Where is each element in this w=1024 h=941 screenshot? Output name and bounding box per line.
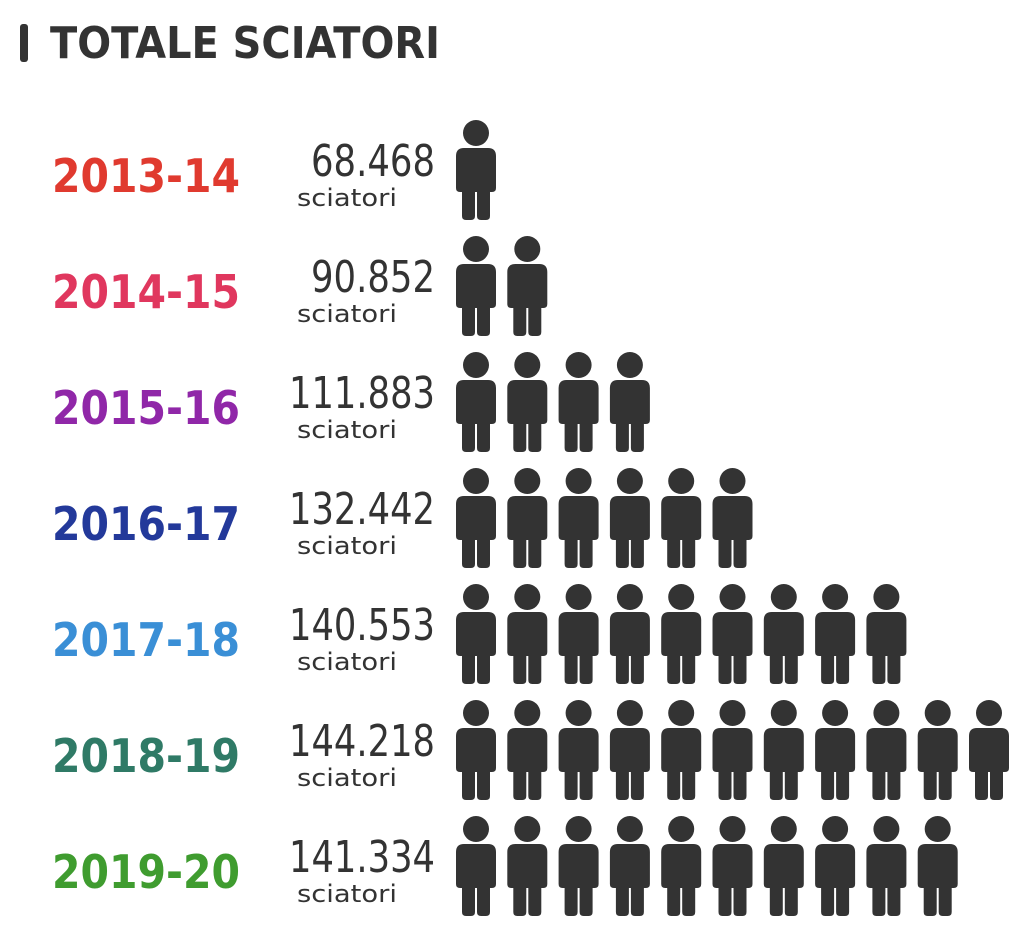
person-icon bbox=[456, 468, 496, 568]
person-icon bbox=[558, 584, 599, 684]
person-icon bbox=[558, 352, 599, 452]
person-icon bbox=[917, 700, 958, 800]
person-icon bbox=[661, 584, 702, 684]
year-label: 2017-18 bbox=[52, 613, 240, 667]
person-icon bbox=[661, 816, 702, 916]
person-icon bbox=[661, 700, 702, 800]
person-icon bbox=[456, 236, 496, 336]
person-icon bbox=[712, 584, 753, 684]
unit-label: sciatori bbox=[297, 300, 397, 328]
year-label: 2015-16 bbox=[52, 381, 240, 435]
person-icon bbox=[507, 468, 548, 568]
person-icon bbox=[712, 700, 753, 800]
value-label: 141.334 bbox=[289, 832, 435, 883]
person-icon bbox=[712, 816, 753, 916]
person-icon bbox=[507, 352, 548, 452]
value-label: 90.852 bbox=[311, 252, 435, 303]
person-icon bbox=[609, 468, 650, 568]
person-icon bbox=[866, 816, 907, 916]
year-label: 2016-17 bbox=[52, 497, 240, 551]
person-icon bbox=[507, 584, 548, 684]
person-icon bbox=[815, 816, 856, 916]
unit-label: sciatori bbox=[297, 532, 397, 560]
year-label: 2013-14 bbox=[52, 149, 240, 203]
person-icon bbox=[456, 700, 496, 800]
person-icon bbox=[609, 700, 650, 800]
person-icon bbox=[712, 468, 753, 568]
person-icon bbox=[456, 816, 496, 916]
unit-label: sciatori bbox=[297, 648, 397, 676]
person-icon bbox=[507, 700, 548, 800]
value-label: 144.218 bbox=[289, 716, 435, 767]
person-icon bbox=[609, 352, 650, 452]
person-icon bbox=[558, 816, 599, 916]
unit-label: sciatori bbox=[297, 880, 397, 908]
value-label: 140.553 bbox=[289, 600, 435, 651]
value-label: 132.442 bbox=[289, 484, 435, 535]
person-icon bbox=[507, 816, 548, 916]
chart-title: TOTALE SCIATORI bbox=[50, 18, 440, 69]
person-icon bbox=[456, 584, 496, 684]
person-icon bbox=[969, 700, 1009, 800]
value-label: 111.883 bbox=[289, 368, 435, 419]
person-icon bbox=[763, 584, 804, 684]
person-icon bbox=[815, 700, 856, 800]
person-icon bbox=[507, 236, 548, 336]
person-icon bbox=[609, 584, 650, 684]
person-icon bbox=[609, 816, 650, 916]
person-icon bbox=[558, 700, 599, 800]
person-icon bbox=[763, 700, 804, 800]
unit-label: sciatori bbox=[297, 416, 397, 444]
year-label: 2018-19 bbox=[52, 729, 240, 783]
person-icon bbox=[456, 352, 496, 452]
year-label: 2019-20 bbox=[52, 845, 240, 899]
unit-label: sciatori bbox=[297, 184, 397, 212]
value-label: 68.468 bbox=[311, 136, 435, 187]
person-icon bbox=[558, 468, 599, 568]
person-icon bbox=[456, 120, 496, 220]
person-icon bbox=[815, 584, 856, 684]
person-icon bbox=[866, 584, 907, 684]
person-icon bbox=[866, 700, 907, 800]
year-label: 2014-15 bbox=[52, 265, 240, 319]
person-icon bbox=[917, 816, 958, 916]
title-bar bbox=[20, 24, 28, 62]
person-icon bbox=[763, 816, 804, 916]
person-icon bbox=[661, 468, 702, 568]
unit-label: sciatori bbox=[297, 764, 397, 792]
